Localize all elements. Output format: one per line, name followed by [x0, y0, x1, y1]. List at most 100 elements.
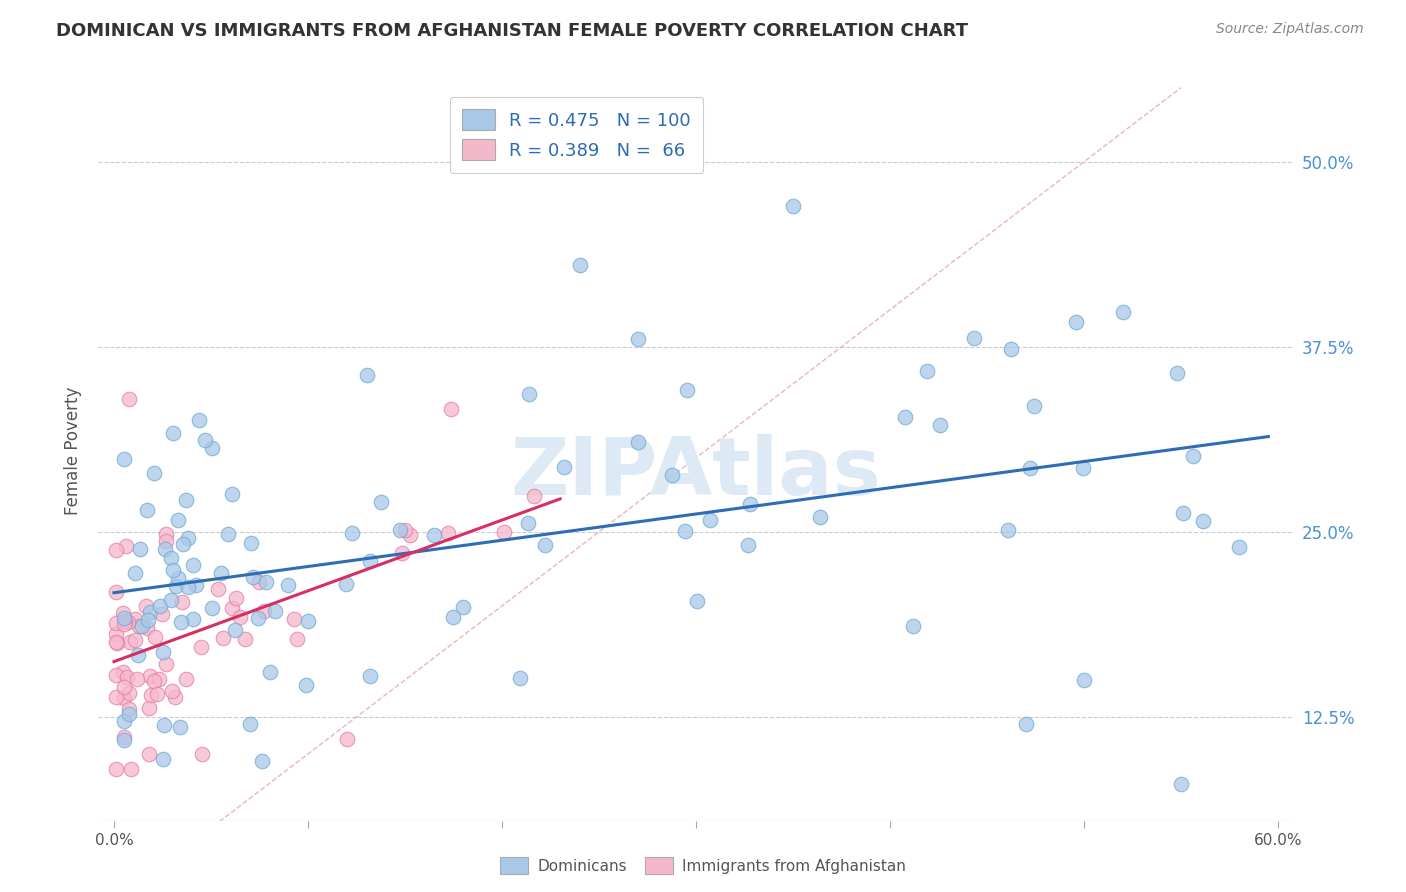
- Point: [627, 333, 650, 347]
- Point: [217, 527, 239, 541]
- Point: [152, 752, 174, 766]
- Point: [127, 648, 149, 662]
- Point: [177, 580, 200, 594]
- Point: [138, 613, 160, 627]
- Point: [509, 671, 531, 685]
- Point: [145, 631, 167, 645]
- Point: [104, 690, 127, 705]
- Point: [221, 487, 243, 501]
- Point: [437, 525, 460, 540]
- Point: [676, 383, 699, 397]
- Point: [1000, 342, 1022, 356]
- Point: [1171, 506, 1194, 520]
- Point: [782, 199, 804, 213]
- Point: [901, 618, 924, 632]
- Point: [253, 604, 276, 618]
- Legend: R = 0.475   N = 100, R = 0.389   N =  66: R = 0.475 N = 100, R = 0.389 N = 66: [450, 96, 703, 173]
- Point: [128, 542, 150, 557]
- Point: [139, 606, 162, 620]
- Point: [277, 577, 299, 591]
- Point: [359, 554, 381, 568]
- Point: [112, 731, 135, 745]
- Point: [104, 626, 127, 640]
- Point: [283, 612, 305, 626]
- Point: [553, 459, 575, 474]
- Point: [149, 599, 172, 613]
- Point: [1071, 460, 1094, 475]
- Point: [295, 678, 318, 692]
- Point: [104, 762, 127, 776]
- Point: [997, 524, 1019, 538]
- Point: [118, 707, 141, 722]
- Point: [112, 690, 135, 705]
- Point: [247, 574, 270, 589]
- Point: [1112, 305, 1135, 319]
- Point: [568, 259, 591, 273]
- Point: [169, 720, 191, 734]
- Point: [394, 523, 416, 537]
- Point: [391, 546, 413, 560]
- Point: [1064, 315, 1087, 329]
- Point: [118, 686, 141, 700]
- Point: [451, 599, 474, 614]
- Point: [162, 426, 184, 441]
- Point: [533, 538, 555, 552]
- Point: [194, 433, 217, 447]
- Point: [104, 584, 127, 599]
- Text: ZIPAtlas: ZIPAtlas: [510, 434, 882, 512]
- Point: [661, 468, 683, 483]
- Point: [170, 615, 193, 629]
- Point: [142, 673, 165, 688]
- Point: [259, 665, 281, 679]
- Point: [112, 611, 135, 625]
- Point: [1170, 776, 1192, 791]
- Point: [225, 591, 247, 605]
- Point: [163, 690, 186, 705]
- Point: [167, 513, 190, 527]
- Point: [264, 604, 287, 618]
- Point: [112, 452, 135, 467]
- Point: [211, 632, 233, 646]
- Point: [1015, 717, 1038, 731]
- Point: [112, 732, 135, 747]
- Point: [105, 542, 128, 557]
- Point: [135, 621, 157, 635]
- Point: [141, 688, 163, 702]
- Point: [1227, 540, 1250, 554]
- Point: [153, 542, 176, 557]
- Point: [174, 672, 197, 686]
- Point: [190, 747, 212, 761]
- Point: [152, 718, 174, 732]
- Point: [117, 670, 139, 684]
- Point: [125, 672, 148, 686]
- Point: [740, 497, 762, 511]
- Point: [894, 410, 917, 425]
- Point: [138, 701, 160, 715]
- Point: [523, 489, 546, 503]
- Point: [174, 492, 197, 507]
- Point: [162, 684, 184, 698]
- Point: [201, 601, 224, 615]
- Point: [105, 636, 128, 650]
- Point: [177, 531, 200, 545]
- Point: [221, 601, 243, 615]
- Point: [336, 732, 359, 747]
- Point: [517, 516, 540, 531]
- Point: [250, 754, 273, 768]
- Point: [963, 331, 986, 345]
- Legend: Dominicans, Immigrants from Afghanistan: Dominicans, Immigrants from Afghanistan: [495, 851, 911, 880]
- Point: [112, 680, 135, 694]
- Point: [626, 434, 648, 449]
- Point: [186, 578, 208, 592]
- Point: [285, 632, 308, 646]
- Point: [159, 551, 181, 566]
- Point: [155, 657, 177, 671]
- Point: [155, 527, 177, 541]
- Point: [124, 633, 146, 648]
- Point: [335, 577, 357, 591]
- Point: [181, 558, 204, 573]
- Point: [398, 527, 420, 541]
- Point: [167, 571, 190, 585]
- Point: [135, 599, 157, 613]
- Point: [388, 524, 411, 538]
